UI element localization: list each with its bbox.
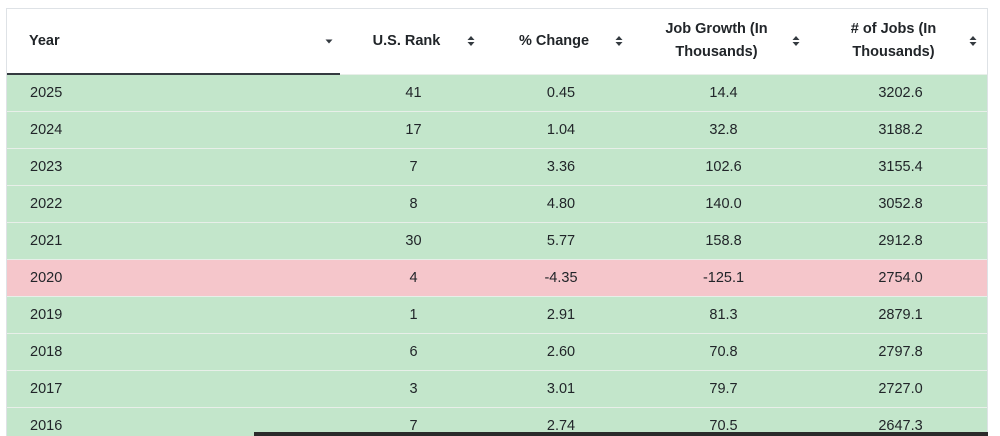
cell-jobs: 2754.0 (812, 259, 987, 297)
cell-change: 0.45 (487, 73, 635, 112)
cell-job-growth: 102.6 (635, 148, 812, 186)
cell-job-growth: 32.8 (635, 111, 812, 149)
cell-year: 2016 (7, 407, 340, 436)
sort-icon (969, 36, 977, 47)
table-row: 2017 3 3.01 79.7 2727.0 (7, 370, 987, 408)
cell-year: 2022 (7, 185, 340, 223)
cell-rank: 6 (340, 333, 487, 371)
table-body: 2025 41 0.45 14.4 3202.6 2024 17 1.04 32… (7, 73, 987, 436)
cell-jobs: 2912.8 (812, 222, 987, 260)
cell-job-growth: 70.5 (635, 407, 812, 436)
table-row: 2022 8 4.80 140.0 3052.8 (7, 185, 987, 223)
sort-icon (792, 36, 800, 47)
cell-year: 2024 (7, 111, 340, 149)
cell-year: 2018 (7, 333, 340, 371)
cell-rank: 17 (340, 111, 487, 149)
cell-job-growth: 140.0 (635, 185, 812, 223)
cell-rank: 7 (340, 407, 487, 436)
column-header-change[interactable]: % Change (487, 9, 635, 74)
cell-rank: 4 (340, 259, 487, 297)
cell-change: 4.80 (487, 185, 635, 223)
cell-year: 2017 (7, 370, 340, 408)
cell-job-growth: 81.3 (635, 296, 812, 334)
cell-rank: 41 (340, 73, 487, 112)
column-header-rank[interactable]: U.S. Rank (340, 9, 487, 74)
cell-change: -4.35 (487, 259, 635, 297)
sort-icon (615, 36, 623, 47)
column-header-label-line1: Job Growth (In (665, 21, 768, 38)
column-header-label-line2: Thousands) (675, 44, 758, 61)
table-row: 2023 7 3.36 102.6 3155.4 (7, 148, 987, 186)
cell-jobs: 2797.8 (812, 333, 987, 371)
table-row: 2019 1 2.91 81.3 2879.1 (7, 296, 987, 334)
cell-job-growth: 79.7 (635, 370, 812, 408)
cell-jobs: 2647.3 (812, 407, 987, 436)
table-row: 2024 17 1.04 32.8 3188.2 (7, 111, 987, 149)
cell-year: 2025 (7, 73, 340, 112)
cell-year: 2021 (7, 222, 340, 260)
cell-rank: 8 (340, 185, 487, 223)
column-header-year[interactable]: Year (7, 9, 340, 75)
cell-change: 2.74 (487, 407, 635, 436)
cell-rank: 30 (340, 222, 487, 260)
cell-year: 2019 (7, 296, 340, 334)
cell-jobs: 3202.6 (812, 73, 987, 112)
column-header-label: # of Jobs (In Thousands) (812, 18, 987, 64)
jobs-table-container: Year U.S. Rank % Change (6, 8, 988, 436)
horizontal-scrollbar-thumb[interactable] (254, 432, 988, 436)
table-row: 2016 7 2.74 70.5 2647.3 (7, 407, 987, 436)
cell-jobs: 3052.8 (812, 185, 987, 223)
cell-change: 5.77 (487, 222, 635, 260)
column-header-label-line2: Thousands) (852, 44, 935, 61)
cell-job-growth: 158.8 (635, 222, 812, 260)
column-header-job-growth[interactable]: Job Growth (In Thousands) (635, 9, 812, 74)
cell-year: 2020 (7, 259, 340, 297)
column-header-jobs[interactable]: # of Jobs (In Thousands) (812, 9, 987, 74)
cell-jobs: 3155.4 (812, 148, 987, 186)
column-header-label: % Change (518, 32, 590, 49)
table-row: 2018 6 2.60 70.8 2797.8 (7, 333, 987, 371)
cell-job-growth: -125.1 (635, 259, 812, 297)
table-row: 2021 30 5.77 158.8 2912.8 (7, 222, 987, 260)
jobs-table: Year U.S. Rank % Change (7, 9, 987, 436)
cell-year: 2023 (7, 148, 340, 186)
cell-rank: 1 (340, 296, 487, 334)
cell-change: 3.01 (487, 370, 635, 408)
sort-descending-icon (325, 39, 333, 44)
cell-job-growth: 70.8 (635, 333, 812, 371)
cell-jobs: 3188.2 (812, 111, 987, 149)
cell-change: 2.60 (487, 333, 635, 371)
cell-jobs: 2879.1 (812, 296, 987, 334)
table-header: Year U.S. Rank % Change (7, 9, 987, 75)
column-header-label: U.S. Rank (372, 32, 441, 49)
cell-jobs: 2727.0 (812, 370, 987, 408)
table-row: 2025 41 0.45 14.4 3202.6 (7, 73, 987, 112)
cell-rank: 7 (340, 148, 487, 186)
cell-rank: 3 (340, 370, 487, 408)
column-header-label-line1: # of Jobs (In (850, 21, 937, 38)
table-row: 2020 4 -4.35 -125.1 2754.0 (7, 259, 987, 297)
cell-change: 3.36 (487, 148, 635, 186)
column-header-label: Year (29, 32, 60, 49)
column-header-label: Job Growth (In Thousands) (635, 18, 812, 64)
cell-change: 1.04 (487, 111, 635, 149)
cell-change: 2.91 (487, 296, 635, 334)
sort-icon (467, 36, 475, 47)
cell-job-growth: 14.4 (635, 73, 812, 112)
